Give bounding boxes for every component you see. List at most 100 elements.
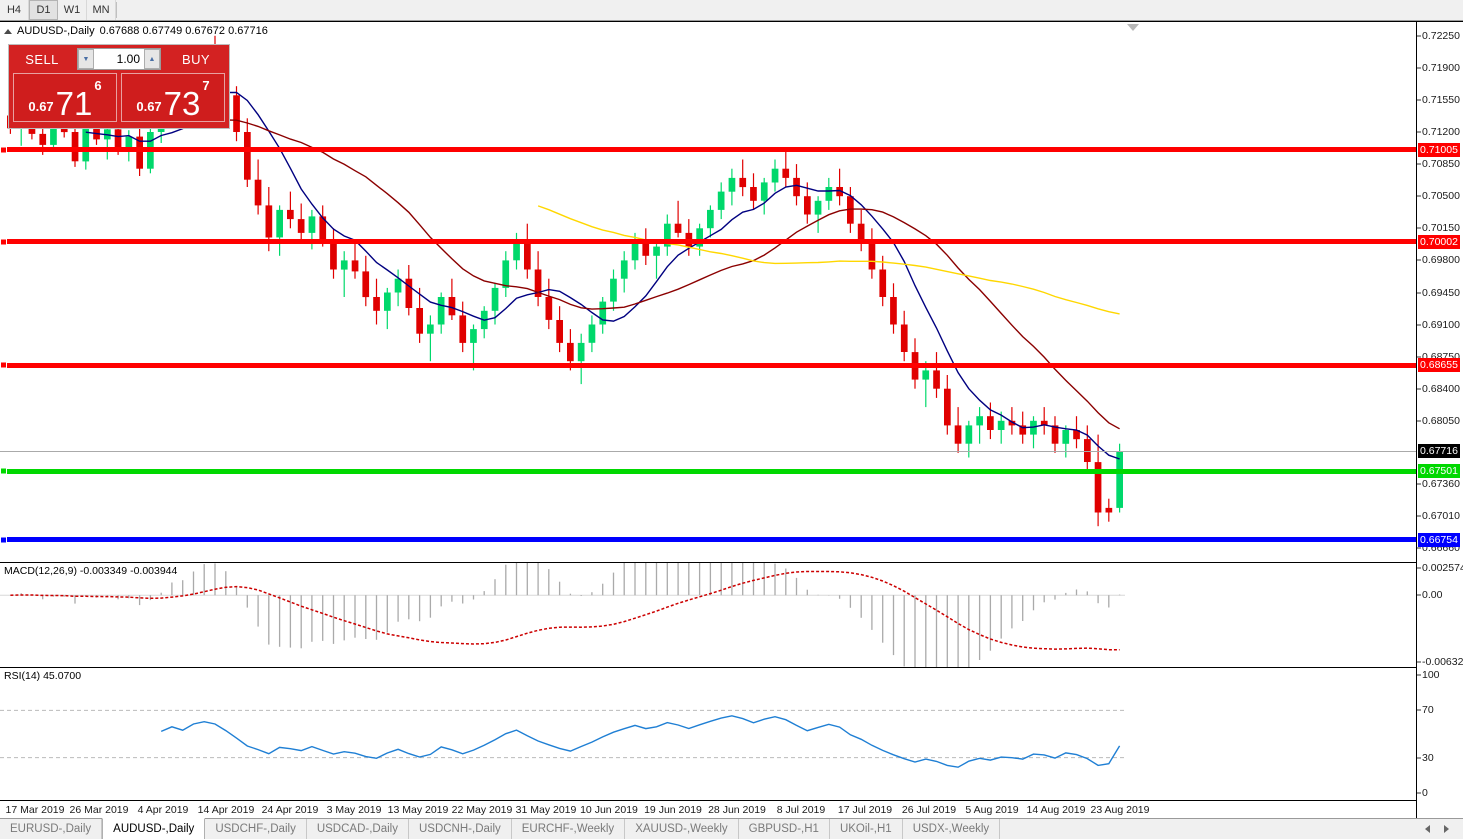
- scroll-right-icon[interactable]: [1444, 825, 1449, 833]
- rsi-tick-label: 30: [1422, 751, 1434, 764]
- price-level-handle-0.67501[interactable]: [0, 467, 7, 475]
- price-tick-mark: [1417, 195, 1421, 197]
- price-tick-label: 0.71900: [1422, 61, 1460, 74]
- volume-value[interactable]: 1.00: [116, 52, 140, 66]
- chart-symbol-label: AUDUSD-,Daily: [17, 25, 95, 37]
- date-tick-label: 26 Mar 2019: [69, 804, 129, 816]
- price-level-handle-0.71005[interactable]: [0, 146, 7, 154]
- date-tick-label: 5 Aug 2019: [965, 804, 1019, 816]
- price-tag-0.71005[interactable]: 0.71005: [1418, 142, 1460, 157]
- sell-price-prefix: 0.67: [28, 99, 54, 114]
- buy-button[interactable]: BUY: [167, 47, 225, 71]
- price-tag-0.67501[interactable]: 0.67501: [1418, 464, 1460, 479]
- price-tick-mark: [1417, 99, 1421, 101]
- timeframe-button-d1[interactable]: D1: [29, 0, 58, 20]
- price-tag-0.68655[interactable]: 0.68655: [1418, 358, 1460, 373]
- price-tick-label: 0.69450: [1422, 286, 1460, 299]
- date-tick-label: 3 May 2019: [326, 804, 382, 816]
- rsi-tick-mark: [1417, 674, 1421, 676]
- buy-quote[interactable]: 0.67 73 7: [121, 73, 225, 122]
- rsi-label: RSI(14) 45.0700: [4, 670, 82, 682]
- chart-tab-usdcad--daily[interactable]: USDCAD-,Daily: [307, 819, 409, 839]
- price-tag-0.70002[interactable]: 0.70002: [1418, 234, 1460, 249]
- date-tick-label: 14 Aug 2019: [1026, 804, 1086, 816]
- volume-input[interactable]: ▼ 1.00 ▲: [77, 48, 161, 70]
- date-tick-label: 17 Mar 2019: [5, 804, 65, 816]
- timeframe-button-mn[interactable]: MN: [87, 0, 116, 20]
- timeframe-button-h4[interactable]: H4: [0, 0, 29, 20]
- chart-tab-audusd--daily[interactable]: AUDUSD-,Daily: [102, 818, 206, 839]
- price-tag-0.67716[interactable]: 0.67716: [1418, 444, 1460, 459]
- chart-tab-eurchf--weekly[interactable]: EURCHF-,Weekly: [512, 819, 626, 839]
- pane-divider-rsi: [0, 667, 1463, 668]
- rsi-tick-mark: [1417, 757, 1421, 759]
- price-tick-label: 0.69100: [1422, 318, 1460, 331]
- scroll-left-icon[interactable]: [1425, 825, 1430, 833]
- price-tick-label: 0.70500: [1422, 190, 1460, 203]
- buy-price-prefix: 0.67: [136, 99, 162, 114]
- price-tick-label: 0.70150: [1422, 222, 1460, 235]
- price-level-handle-0.70002[interactable]: [0, 238, 7, 246]
- price-tick-mark: [1417, 547, 1421, 549]
- macd-tick-mark: [1417, 661, 1421, 663]
- sell-price-fraction: 6: [94, 78, 102, 93]
- chart-frame: AUDUSD-,Daily 0.67688 0.67749 0.67672 0.…: [0, 21, 1463, 818]
- chart-tab-bar: EURUSD-,Daily AUDUSD-,Daily USDCHF-,Daily U…: [0, 818, 1463, 839]
- sell-price-main: 71: [55, 84, 93, 122]
- price-tick-mark: [1417, 67, 1421, 69]
- macd-tick-mark: [1417, 567, 1421, 569]
- price-tick-mark: [1417, 483, 1421, 485]
- date-tick-label: 4 Apr 2019: [137, 804, 189, 816]
- oct-top-row: SELL ▼ 1.00 ▲ BUY: [9, 45, 229, 73]
- chart-title-bar: AUDUSD-,Daily 0.67688 0.67749 0.67672 0.…: [4, 25, 268, 37]
- price-level-handle-0.68655[interactable]: [0, 361, 7, 369]
- price-tick-label: 0.68400: [1422, 382, 1460, 395]
- chart-tab-eurusd--daily[interactable]: EURUSD-,Daily: [0, 819, 103, 839]
- sell-button[interactable]: SELL: [13, 47, 71, 71]
- chart-tab-usdx--weekly[interactable]: USDX-,Weekly: [903, 819, 1001, 839]
- price-tick-mark: [1417, 163, 1421, 165]
- date-tick-label: 8 Jul 2019: [776, 804, 826, 816]
- sell-quote[interactable]: 0.67 71 6: [13, 73, 117, 122]
- price-level-handle-0.66754[interactable]: [0, 536, 7, 544]
- price-tick-mark: [1417, 420, 1421, 422]
- chart-tab-usdcnh--daily[interactable]: USDCNH-,Daily: [409, 819, 512, 839]
- oct-quotes-row: 0.67 71 6 0.67 73 7: [9, 73, 229, 126]
- price-level-line-0.67716[interactable]: [0, 450, 1416, 452]
- timeframe-button-w1[interactable]: W1: [58, 0, 87, 20]
- collapse-triangle-icon[interactable]: [4, 28, 12, 34]
- toolbar-separator: [116, 2, 117, 18]
- price-tick-mark: [1417, 388, 1421, 390]
- volume-decrease-icon[interactable]: ▼: [78, 49, 94, 69]
- chart-tab-usdchf--daily[interactable]: USDCHF-,Daily: [205, 819, 307, 839]
- price-tick-mark: [1417, 515, 1421, 517]
- rsi-chart-svg: [0, 709, 1125, 768]
- price-tick-label: 0.70850: [1422, 158, 1460, 171]
- price-tick-label: 0.67360: [1422, 478, 1460, 491]
- price-tick-mark: [1417, 131, 1421, 133]
- date-axis[interactable]: 17 Mar 2019 26 Mar 2019 4 Apr 2019 14 Apr 2…: [0, 800, 1416, 818]
- price-level-line-0.67501[interactable]: [0, 468, 1416, 474]
- chart-tab-gbpusd--h1[interactable]: GBPUSD-,H1: [739, 819, 830, 839]
- chart-tab-ukoil--h1[interactable]: UKOil-,H1: [830, 819, 903, 839]
- price-tag-0.66754[interactable]: 0.66754: [1418, 532, 1460, 547]
- price-level-line-0.68655[interactable]: [0, 362, 1416, 368]
- price-axis-gutter[interactable]: 0.72250 0.71900 0.71550 0.71200 0.70850 0.705…: [1416, 22, 1463, 818]
- macd-pane[interactable]: MACD(12,26,9) -0.003349 -0.003944: [0, 563, 1416, 667]
- date-tick-label: 31 May 2019: [515, 804, 577, 816]
- price-level-line-0.66754[interactable]: [0, 537, 1416, 543]
- date-tick-label: 23 Aug 2019: [1090, 804, 1150, 816]
- chevron-down-icon[interactable]: [1127, 24, 1139, 31]
- date-tick-label: 14 Apr 2019: [197, 804, 255, 816]
- price-tick-mark: [1417, 356, 1421, 358]
- price-tick-mark: [1417, 324, 1421, 325]
- rsi-tick-mark: [1417, 709, 1421, 711]
- macd-chart-svg: [0, 563, 1125, 667]
- rsi-pane[interactable]: RSI(14) 45.0700: [0, 668, 1416, 800]
- price-tick-label: 0.69800: [1422, 254, 1460, 267]
- price-level-line-0.71005[interactable]: [0, 147, 1416, 153]
- price-level-line-0.70002[interactable]: [0, 239, 1416, 245]
- one-click-trading-panel[interactable]: SELL ▼ 1.00 ▲ BUY 0.67 71 6 0.67 73 7: [8, 44, 230, 129]
- volume-increase-icon[interactable]: ▲: [144, 49, 160, 69]
- chart-tab-xauusd--weekly[interactable]: XAUUSD-,Weekly: [625, 819, 739, 839]
